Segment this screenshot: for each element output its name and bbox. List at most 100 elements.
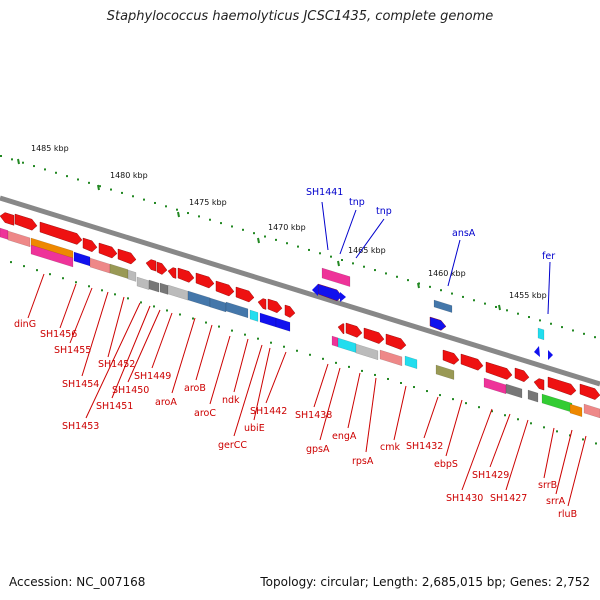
ruler-dot	[132, 195, 134, 198]
gene-label: ebpS	[434, 459, 458, 470]
gene-arrow	[267, 298, 283, 314]
gene-arrow	[257, 298, 267, 310]
ruler-dot	[187, 212, 189, 215]
ruler-dot	[429, 285, 431, 288]
label-leader	[59, 283, 77, 329]
label-leader	[339, 209, 357, 255]
map-title: Staphylococcus haemolyticus JCSC1435, co…	[106, 9, 494, 24]
gene-arrow	[235, 286, 255, 303]
ruler-dot	[594, 336, 596, 339]
feature-block	[404, 355, 418, 369]
feature-block	[321, 267, 351, 287]
feature-block	[209, 297, 227, 313]
ruler-dot	[572, 329, 574, 332]
label-leader	[233, 338, 249, 393]
label-leader	[555, 429, 573, 495]
track-dot	[75, 281, 77, 284]
ruler-dot	[99, 185, 101, 188]
track-dot	[543, 426, 545, 429]
label-leader	[81, 291, 109, 377]
gene-arrow	[547, 376, 577, 396]
gene-label: SH1449	[134, 371, 171, 382]
ruler-label: 1465 kbp	[348, 246, 386, 255]
label-leader	[461, 408, 493, 491]
label-leader	[151, 312, 173, 369]
gene-label: SH1455	[54, 345, 91, 356]
label-leader	[347, 372, 361, 429]
ruler-dot	[220, 222, 222, 225]
gene-tracks	[0, 212, 600, 445]
ruler-dot	[451, 292, 453, 295]
track-dot	[205, 321, 207, 324]
label-leader	[195, 324, 213, 381]
ruler-dot	[209, 218, 211, 221]
track-dot	[296, 349, 298, 352]
gene-label: srrB	[538, 480, 557, 491]
track-dot	[49, 273, 51, 276]
gene-arrow	[98, 242, 118, 259]
track-dot	[140, 301, 142, 304]
ruler-dot	[11, 158, 13, 161]
feature-block	[89, 257, 111, 274]
gene-arrow	[145, 259, 157, 272]
gene-arrow	[460, 353, 484, 371]
accession-text: Accession: NC_007168	[9, 575, 146, 589]
track-dot	[257, 337, 259, 340]
track-dot	[595, 442, 597, 445]
ruler-dot	[143, 198, 145, 201]
ruler-tick	[498, 304, 501, 311]
backbone-line	[0, 195, 600, 387]
label-leader	[69, 287, 93, 344]
ruler-label: 1470 kbp	[268, 223, 306, 232]
gene-arrow	[429, 316, 447, 331]
track-dot	[218, 325, 220, 328]
label-leader	[423, 396, 439, 439]
feature-block	[527, 389, 539, 403]
feature-block	[505, 383, 523, 399]
ruler-dot	[352, 262, 354, 265]
feature-block	[433, 299, 453, 313]
feature-block	[187, 290, 211, 308]
label-leader	[313, 363, 329, 408]
track-dot	[62, 277, 64, 280]
track-dot	[361, 369, 363, 372]
gene-arrow	[167, 267, 177, 279]
gene-label: fer	[542, 251, 555, 262]
feature-block	[275, 317, 291, 332]
track-dot	[231, 329, 233, 332]
gene-arrow	[534, 346, 540, 357]
track-dot	[504, 414, 506, 417]
gene-arrow	[284, 304, 296, 318]
gene-arrow	[117, 248, 137, 265]
feature-block	[259, 312, 277, 328]
ruler-dot	[165, 205, 167, 208]
track-dot	[556, 430, 558, 433]
label-leader	[567, 435, 587, 507]
label-leader	[489, 413, 511, 468]
gene-label: gpsA	[306, 444, 330, 455]
track-dot	[569, 434, 571, 437]
gene-label: gerCC	[218, 440, 247, 451]
gene-label: ubiE	[244, 423, 265, 434]
feature-block	[167, 284, 189, 301]
gene-label: aroB	[184, 383, 206, 394]
gene-label: SH1450	[112, 385, 149, 396]
ruler-tick	[177, 211, 180, 218]
backbone	[0, 195, 600, 387]
feature-block	[355, 343, 379, 361]
ruler-tick	[337, 260, 340, 267]
ruler-dot	[308, 248, 310, 251]
track-dot	[23, 265, 25, 268]
ruler-dot	[495, 305, 497, 308]
label-leader	[85, 302, 141, 419]
feature-block	[569, 403, 583, 417]
track-dot	[582, 438, 584, 441]
ruler: 1485 kbp 1480 kbp 1475 kbp 1470 kbp 1465 kbp…	[0, 144, 596, 339]
gene-label: tnp	[349, 197, 365, 208]
track-dot	[348, 365, 350, 368]
gene-label: SH1454	[62, 379, 99, 390]
track-dot	[374, 373, 376, 376]
label-leader	[365, 377, 377, 453]
ruler-dot	[275, 238, 277, 241]
